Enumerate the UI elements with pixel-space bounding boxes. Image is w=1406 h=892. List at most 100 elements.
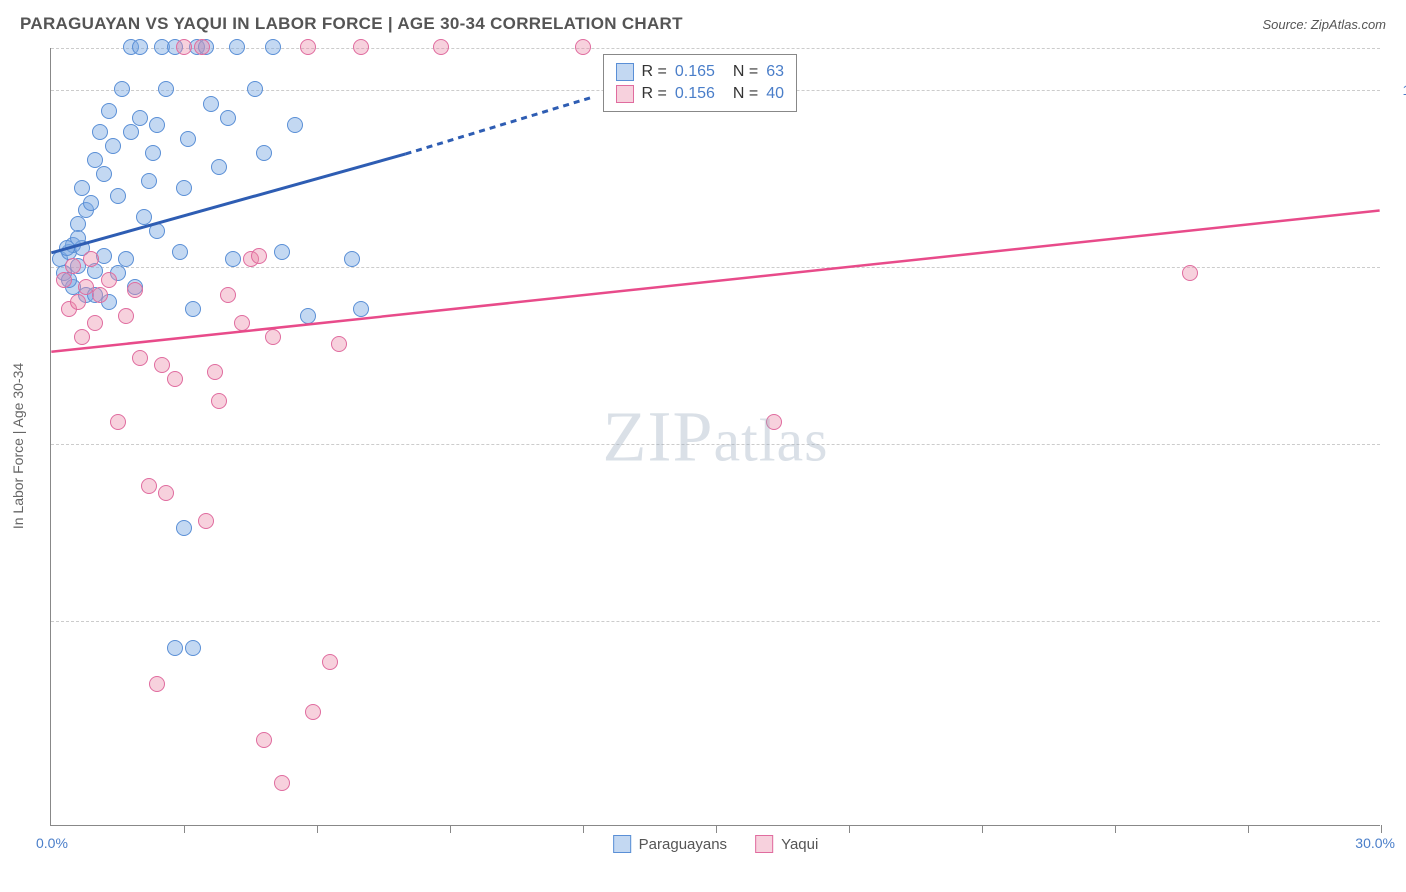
scatter-point xyxy=(322,654,338,670)
grid-line xyxy=(51,444,1380,445)
scatter-point xyxy=(265,39,281,55)
scatter-point xyxy=(180,131,196,147)
scatter-point xyxy=(198,513,214,529)
scatter-point xyxy=(766,414,782,430)
scatter-point xyxy=(96,166,112,182)
scatter-point xyxy=(172,244,188,260)
trend-lines xyxy=(51,48,1380,825)
scatter-point xyxy=(433,39,449,55)
scatter-point xyxy=(185,301,201,317)
scatter-point xyxy=(185,640,201,656)
x-tick xyxy=(1248,825,1249,833)
scatter-point xyxy=(256,732,272,748)
scatter-point xyxy=(83,251,99,267)
scatter-point xyxy=(132,350,148,366)
scatter-point xyxy=(167,640,183,656)
x-tick xyxy=(716,825,717,833)
scatter-point xyxy=(207,364,223,380)
x-tick xyxy=(982,825,983,833)
bottom-legend-item: Paraguayans xyxy=(613,835,727,853)
scatter-point xyxy=(229,39,245,55)
scatter-point xyxy=(234,315,250,331)
scatter-point xyxy=(274,775,290,791)
scatter-point xyxy=(110,414,126,430)
scatter-point xyxy=(110,188,126,204)
scatter-point xyxy=(1182,265,1198,281)
x-tick-right: 30.0% xyxy=(1355,835,1395,851)
x-tick-left: 0.0% xyxy=(36,835,68,851)
scatter-point xyxy=(101,103,117,119)
scatter-point xyxy=(256,145,272,161)
scatter-point xyxy=(575,39,591,55)
legend-swatch xyxy=(616,85,634,103)
scatter-point xyxy=(211,393,227,409)
grid-line xyxy=(51,267,1380,268)
scatter-point xyxy=(176,180,192,196)
y-tick-label: 100.0% xyxy=(1390,82,1406,98)
scatter-point xyxy=(141,173,157,189)
scatter-point xyxy=(114,81,130,97)
legend-n-label: N = xyxy=(733,63,758,81)
legend-stats: R = 0.165N = 63R = 0.156N = 40 xyxy=(603,54,798,112)
scatter-point xyxy=(87,315,103,331)
scatter-point xyxy=(105,138,121,154)
scatter-point xyxy=(344,251,360,267)
scatter-point xyxy=(287,117,303,133)
scatter-point xyxy=(145,145,161,161)
chart-title: PARAGUAYAN VS YAQUI IN LABOR FORCE | AGE… xyxy=(20,14,683,34)
scatter-point xyxy=(300,308,316,324)
scatter-point xyxy=(158,485,174,501)
grid-line xyxy=(51,621,1380,622)
scatter-point xyxy=(56,272,72,288)
x-tick xyxy=(184,825,185,833)
x-tick xyxy=(450,825,451,833)
series-name: Yaqui xyxy=(781,836,818,853)
y-axis-label: In Labor Force | Age 30-34 xyxy=(10,363,26,529)
scatter-point xyxy=(132,39,148,55)
source-label: Source: ZipAtlas.com xyxy=(1262,17,1386,32)
scatter-point xyxy=(154,357,170,373)
grid-line xyxy=(51,48,1380,49)
legend-swatch xyxy=(613,835,631,853)
watermark: ZIPatlas xyxy=(603,395,829,478)
scatter-point xyxy=(59,240,75,256)
scatter-point xyxy=(149,676,165,692)
legend-swatch xyxy=(616,63,634,81)
x-tick xyxy=(1381,825,1382,833)
legend-swatch xyxy=(755,835,773,853)
scatter-point xyxy=(149,223,165,239)
y-tick-label: 62.5% xyxy=(1390,613,1406,629)
scatter-point xyxy=(83,195,99,211)
scatter-point xyxy=(132,110,148,126)
scatter-point xyxy=(127,282,143,298)
y-tick-label: 87.5% xyxy=(1390,259,1406,275)
scatter-point xyxy=(136,209,152,225)
scatter-point xyxy=(305,704,321,720)
scatter-point xyxy=(158,81,174,97)
scatter-point xyxy=(141,478,157,494)
legend-n-value: 40 xyxy=(766,85,784,103)
scatter-point xyxy=(70,294,86,310)
legend-r-label: R = xyxy=(642,63,667,81)
scatter-point xyxy=(167,371,183,387)
legend-r-label: R = xyxy=(642,85,667,103)
scatter-point xyxy=(225,251,241,267)
scatter-point xyxy=(353,301,369,317)
legend-n-value: 63 xyxy=(766,63,784,81)
bottom-legend-item: Yaqui xyxy=(755,835,818,853)
scatter-point xyxy=(101,272,117,288)
scatter-point xyxy=(274,244,290,260)
plot-area: ZIPatlas R = 0.165N = 63R = 0.156N = 40 … xyxy=(50,48,1380,826)
scatter-point xyxy=(65,258,81,274)
scatter-point xyxy=(300,39,316,55)
scatter-point xyxy=(353,39,369,55)
scatter-point xyxy=(331,336,347,352)
scatter-point xyxy=(118,251,134,267)
legend-r-value: 0.156 xyxy=(675,85,715,103)
legend-row: R = 0.165N = 63 xyxy=(616,61,785,83)
legend-row: R = 0.156 N = 40 xyxy=(616,83,785,105)
scatter-point xyxy=(92,287,108,303)
scatter-point xyxy=(92,124,108,140)
scatter-point xyxy=(176,39,192,55)
legend-n-label: N = xyxy=(733,85,758,103)
